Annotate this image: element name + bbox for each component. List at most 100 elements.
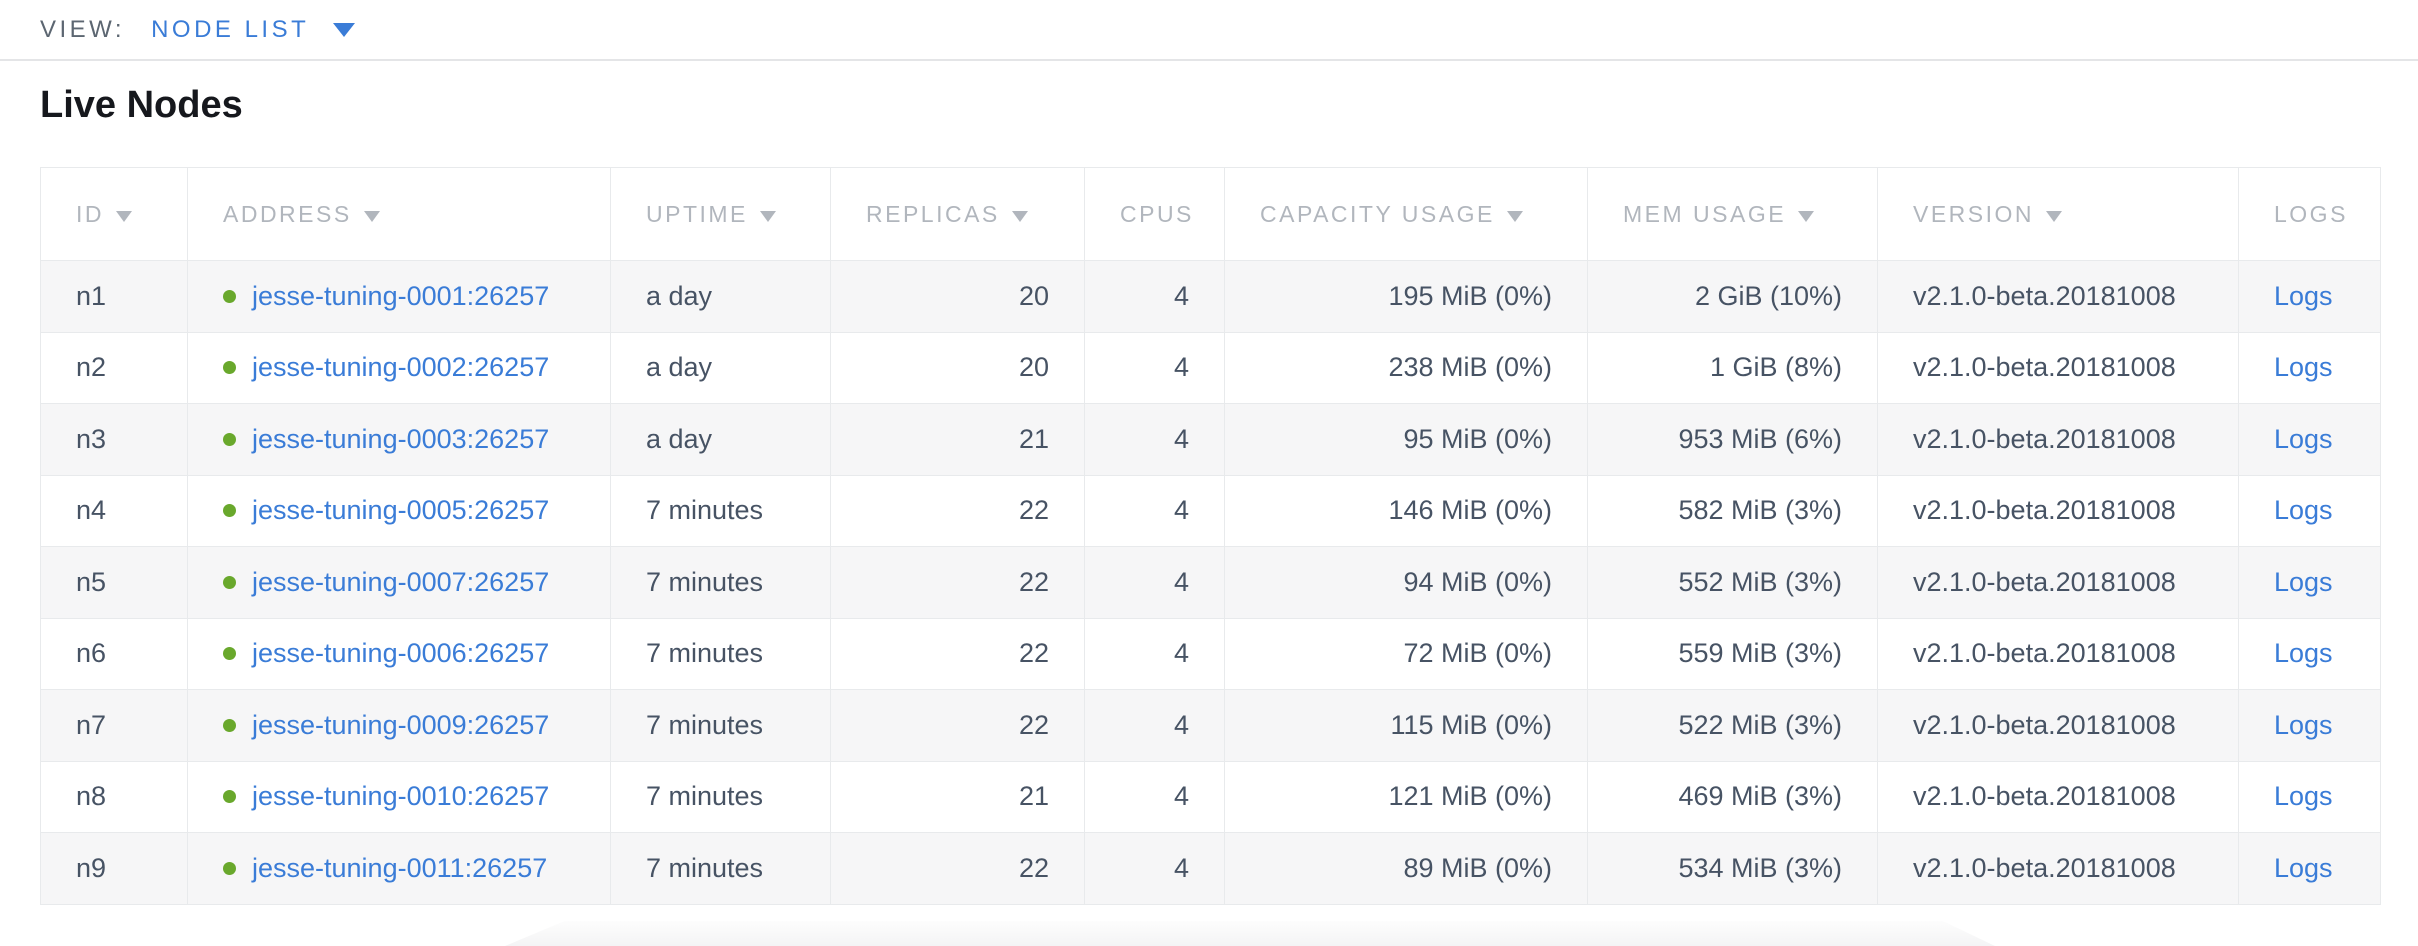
node-id-cell: n5 xyxy=(40,546,188,619)
logs-link[interactable]: Logs xyxy=(2274,495,2333,526)
logs-link[interactable]: Logs xyxy=(2274,638,2333,669)
column-label: CPUS xyxy=(1120,200,1194,227)
node-address-link[interactable]: jesse-tuning-0003:26257 xyxy=(252,423,550,454)
logs-link[interactable]: Logs xyxy=(2274,852,2333,883)
table-row: n6 jesse-tuning-0006:26257 7 minutes 22 … xyxy=(40,617,2381,690)
logs-cell: Logs xyxy=(2238,403,2381,476)
node-address-cell: jesse-tuning-0007:26257 xyxy=(187,546,611,619)
capacity-usage-cell: 89 MiB (0%) xyxy=(1224,832,1588,905)
node-address-cell: jesse-tuning-0009:26257 xyxy=(187,689,611,762)
uptime-cell: 7 minutes xyxy=(610,617,831,690)
logs-link[interactable]: Logs xyxy=(2274,566,2333,597)
logs-cell: Logs xyxy=(2238,832,2381,905)
cpus-cell: 4 xyxy=(1084,832,1225,905)
node-live-status-icon xyxy=(223,718,236,732)
mem-usage-cell: 469 MiB (3%) xyxy=(1587,760,1878,833)
cpus-cell: 4 xyxy=(1084,331,1225,404)
node-address-link[interactable]: jesse-tuning-0005:26257 xyxy=(252,495,550,526)
cpus-cell: 4 xyxy=(1084,403,1225,476)
uptime-cell: 7 minutes xyxy=(610,832,831,905)
node-address-link[interactable]: jesse-tuning-0006:26257 xyxy=(252,638,550,669)
column-header-uptime[interactable]: UPTIME xyxy=(610,167,831,261)
table-row: n2 jesse-tuning-0002:26257 a day 20 4 23… xyxy=(40,331,2381,404)
node-address-link[interactable]: jesse-tuning-0009:26257 xyxy=(252,709,550,740)
replicas-cell: 21 xyxy=(830,760,1085,833)
column-header-cpus: CPUS xyxy=(1084,167,1225,261)
table-row: n3 jesse-tuning-0003:26257 a day 21 4 95… xyxy=(40,403,2381,476)
mem-usage-cell: 1 GiB (8%) xyxy=(1587,331,1878,404)
logs-cell: Logs xyxy=(2238,689,2381,762)
uptime-cell: a day xyxy=(610,260,831,333)
page-title: Live Nodes xyxy=(40,84,243,126)
logs-cell: Logs xyxy=(2238,260,2381,333)
version-cell: v2.1.0-beta.20181008 xyxy=(1877,617,2239,690)
node-live-status-icon xyxy=(223,432,236,446)
version-cell: v2.1.0-beta.20181008 xyxy=(1877,760,2239,833)
node-live-status-icon xyxy=(223,504,236,518)
node-address-cell: jesse-tuning-0005:26257 xyxy=(187,474,611,547)
node-address-cell: jesse-tuning-0003:26257 xyxy=(187,403,611,476)
node-id-cell: n6 xyxy=(40,617,188,690)
node-address-link[interactable]: jesse-tuning-0010:26257 xyxy=(252,781,550,812)
column-label: CAPACITY USAGE xyxy=(1260,200,1495,227)
mem-usage-cell: 534 MiB (3%) xyxy=(1587,832,1878,905)
column-label: VERSION xyxy=(1913,200,2035,227)
cpus-cell: 4 xyxy=(1084,474,1225,547)
column-label: MEM USAGE xyxy=(1623,200,1787,227)
replicas-cell: 22 xyxy=(830,474,1085,547)
table-row: n5 jesse-tuning-0007:26257 7 minutes 22 … xyxy=(40,546,2381,619)
replicas-cell: 22 xyxy=(830,546,1085,619)
uptime-cell: 7 minutes xyxy=(610,689,831,762)
view-toolbar: VIEW: NODE LIST xyxy=(0,0,2418,61)
version-cell: v2.1.0-beta.20181008 xyxy=(1877,832,2239,905)
column-header-capacity[interactable]: CAPACITY USAGE xyxy=(1224,167,1588,261)
uptime-cell: a day xyxy=(610,403,831,476)
node-address-cell: jesse-tuning-0011:26257 xyxy=(187,832,611,905)
column-header-replicas[interactable]: REPLICAS xyxy=(830,167,1085,261)
column-header-version[interactable]: VERSION xyxy=(1877,167,2239,261)
logs-link[interactable]: Logs xyxy=(2274,352,2333,383)
version-cell: v2.1.0-beta.20181008 xyxy=(1877,331,2239,404)
logs-cell: Logs xyxy=(2238,760,2381,833)
view-selector-dropdown[interactable]: NODE LIST xyxy=(151,16,356,44)
node-address-link[interactable]: jesse-tuning-0001:26257 xyxy=(252,280,550,311)
logs-link[interactable]: Logs xyxy=(2274,781,2333,812)
logs-cell: Logs xyxy=(2238,617,2381,690)
node-live-status-icon xyxy=(223,575,236,589)
capacity-usage-cell: 115 MiB (0%) xyxy=(1224,689,1588,762)
node-live-status-icon xyxy=(223,361,236,375)
next-section-shadow xyxy=(505,921,1995,946)
mem-usage-cell: 582 MiB (3%) xyxy=(1587,474,1878,547)
uptime-cell: 7 minutes xyxy=(610,474,831,547)
node-address-link[interactable]: jesse-tuning-0007:26257 xyxy=(252,566,550,597)
node-address-link[interactable]: jesse-tuning-0002:26257 xyxy=(252,352,550,383)
node-id-cell: n8 xyxy=(40,760,188,833)
version-cell: v2.1.0-beta.20181008 xyxy=(1877,260,2239,333)
node-address-cell: jesse-tuning-0010:26257 xyxy=(187,760,611,833)
node-id-cell: n2 xyxy=(40,331,188,404)
capacity-usage-cell: 72 MiB (0%) xyxy=(1224,617,1588,690)
logs-link[interactable]: Logs xyxy=(2274,423,2333,454)
sort-desc-icon xyxy=(2046,210,2063,222)
cpus-cell: 4 xyxy=(1084,689,1225,762)
node-address-link[interactable]: jesse-tuning-0011:26257 xyxy=(252,852,548,883)
column-label: LOGS xyxy=(2274,200,2348,227)
logs-link[interactable]: Logs xyxy=(2274,280,2333,311)
column-header-id[interactable]: ID xyxy=(40,167,188,261)
node-live-status-icon xyxy=(223,647,236,661)
version-cell: v2.1.0-beta.20181008 xyxy=(1877,403,2239,476)
column-header-mem[interactable]: MEM USAGE xyxy=(1587,167,1878,261)
table-row: n1 jesse-tuning-0001:26257 a day 20 4 19… xyxy=(40,260,2381,333)
logs-link[interactable]: Logs xyxy=(2274,709,2333,740)
capacity-usage-cell: 95 MiB (0%) xyxy=(1224,403,1588,476)
logs-cell: Logs xyxy=(2238,474,2381,547)
table-row: n7 jesse-tuning-0009:26257 7 minutes 22 … xyxy=(40,689,2381,762)
column-header-address[interactable]: ADDRESS xyxy=(187,167,611,261)
uptime-cell: a day xyxy=(610,331,831,404)
column-label: ID xyxy=(76,200,104,227)
header-row: ID ADDRESS UPTIME REPLICAS CPUS CAPACITY USAG… xyxy=(40,167,2381,261)
sort-desc-icon xyxy=(363,210,380,222)
chevron-down-icon xyxy=(333,22,356,37)
live-nodes-table: ID ADDRESS UPTIME REPLICAS CPUS CAPACITY USAG… xyxy=(40,167,2381,905)
replicas-cell: 22 xyxy=(830,617,1085,690)
